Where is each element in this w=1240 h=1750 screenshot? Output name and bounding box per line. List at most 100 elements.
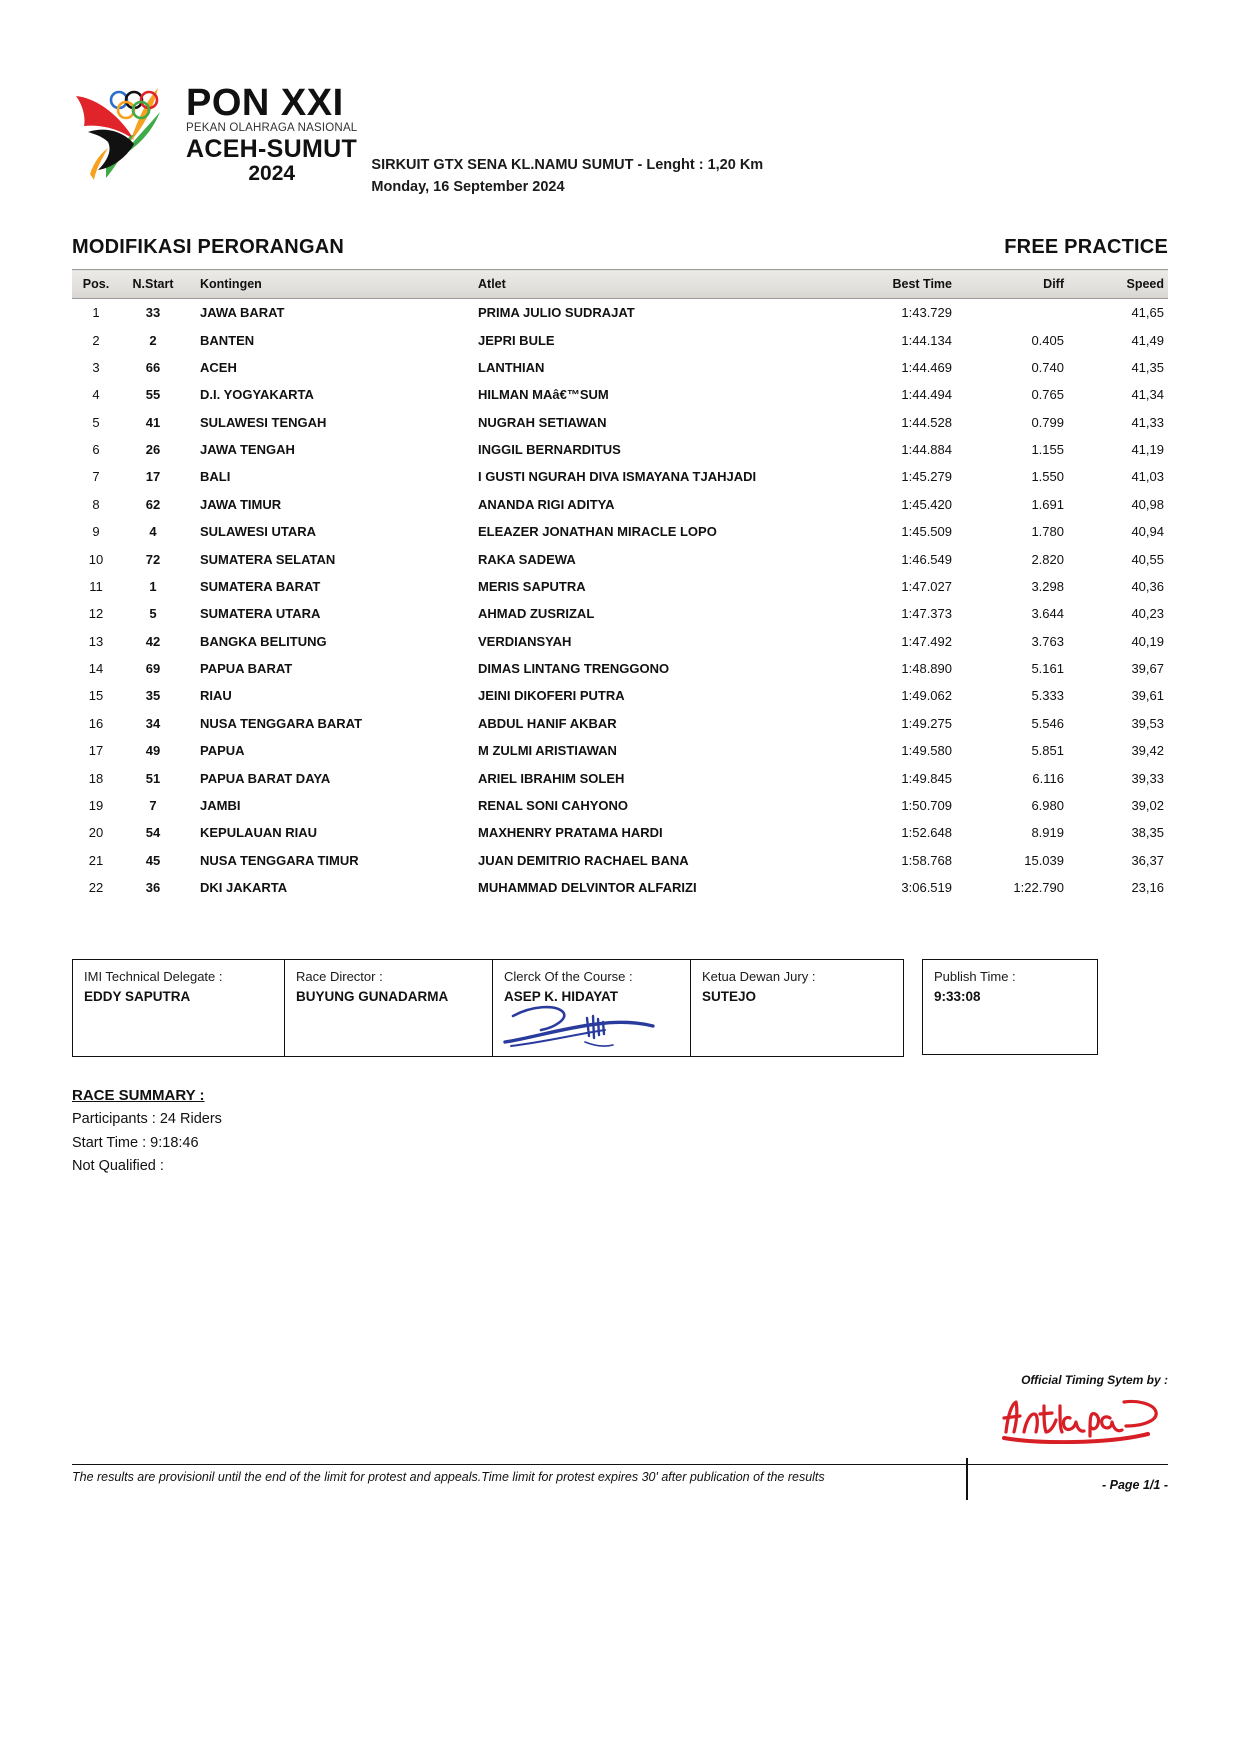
cell-pos: 19	[88, 797, 104, 813]
jury-chairman-label: Ketua Dewan Jury :	[702, 969, 816, 985]
table-row: 3 66 ACEH LANTHIAN 1:44.469 0.740 41,35	[72, 354, 1168, 381]
cell-nstart: 2	[149, 332, 157, 348]
cell-diff: 3.644	[1031, 606, 1064, 622]
cell-nstart: 34	[145, 715, 161, 731]
cell-kontingen: NUSA TENGGARA BARAT	[200, 715, 363, 731]
cell-diff: 5.851	[1031, 743, 1064, 759]
table-row: 16 34 NUSA TENGGARA BARAT ABDUL HANIF AKBAR…	[72, 710, 1168, 737]
race-summary-participants: Participants : 24 Riders	[72, 1111, 222, 1128]
column-header-atlet: Atlet	[468, 269, 842, 299]
pon-wordmark: PON XXI PEKAN OLAHRAGA NASIONAL ACEH-SUM…	[186, 78, 357, 184]
cell-speed: 40,19	[1131, 633, 1164, 649]
footer-disclaimer: The results are provisionil until the en…	[72, 1470, 825, 1484]
logo-region: ACEH-SUMUT	[186, 134, 358, 163]
cell-kontingen: PAPUA BARAT DAYA	[200, 770, 331, 786]
official-race-director: Race Director : BUYUNG GUNADARMA	[285, 960, 493, 1057]
table-row: 6 26 JAWA TENGAH INGGIL BERNARDITUS 1:44.884…	[72, 436, 1168, 463]
cell-best-time: 1:44.469	[901, 359, 952, 375]
cell-nstart: 26	[145, 442, 161, 458]
cell-speed: 39,61	[1131, 688, 1164, 704]
cell-kontingen: PAPUA BARAT	[200, 661, 293, 677]
event-date: Monday, 16 September 2024	[371, 179, 565, 196]
cell-kontingen: JAWA BARAT	[200, 305, 285, 321]
footer-page-number: - Page 1/1 -	[1102, 1478, 1168, 1492]
race-director-label: Race Director :	[296, 969, 383, 985]
cell-speed: 41,19	[1131, 442, 1164, 458]
table-row: 19 7 JAMBI RENAL SONI CAHYONO 1:50.709 6.980 3…	[72, 792, 1168, 819]
cell-speed: 39,67	[1131, 661, 1164, 677]
cell-diff: 5.333	[1031, 688, 1064, 704]
cell-best-time: 1:44.884	[901, 442, 952, 458]
hatlaps-logo-icon	[1002, 1399, 1158, 1444]
cell-diff: 5.546	[1031, 715, 1064, 731]
cell-atlet: JUAN DEMITRIO RACHAEL BANA	[478, 852, 689, 868]
cell-nstart: 54	[145, 825, 161, 841]
official-technical-delegate: IMI Technical Delegate : EDDY SAPUTRA	[73, 960, 285, 1057]
cell-nstart: 42	[145, 633, 161, 649]
cell-pos: 2	[92, 332, 100, 348]
cell-speed: 40,94	[1131, 524, 1164, 540]
cell-speed: 41,33	[1131, 414, 1164, 430]
jury-chairman-name: SUTEJO	[702, 989, 757, 1005]
cell-best-time: 1:47.492	[901, 633, 952, 649]
cell-nstart: 45	[145, 852, 161, 868]
cell-atlet: DIMAS LINTANG TRENGGONO	[478, 661, 670, 677]
cell-atlet: MERIS SAPUTRA	[478, 578, 586, 594]
cell-speed: 41,34	[1131, 387, 1164, 403]
cell-atlet: AHMAD ZUSRIZAL	[478, 606, 595, 622]
cell-diff: 5.161	[1031, 661, 1064, 677]
publish-time-value: 9:33:08	[934, 989, 981, 1005]
technical-delegate-name: EDDY SAPUTRA	[84, 989, 191, 1005]
cell-pos: 5	[92, 414, 100, 430]
cell-speed: 39,42	[1131, 743, 1164, 759]
cell-nstart: 72	[145, 551, 161, 567]
technical-delegate-label: IMI Technical Delegate :	[84, 969, 223, 985]
cell-speed: 39,53	[1131, 715, 1164, 731]
cell-diff: 8.919	[1031, 825, 1064, 841]
cell-kontingen: SULAWESI UTARA	[200, 524, 317, 540]
cell-kontingen: ACEH	[200, 359, 237, 375]
pon-logo: PON XXI PEKAN OLAHRAGA NASIONAL ACEH-SUM…	[72, 78, 357, 186]
cell-nstart: 33	[145, 305, 161, 321]
cell-speed: 40,36	[1131, 578, 1164, 594]
clerk-of-course-name: ASEP K. HIDAYAT	[504, 989, 619, 1005]
cell-atlet: ELEAZER JONATHAN MIRACLE LOPO	[478, 524, 717, 540]
cell-pos: 22	[88, 880, 104, 896]
footer-divider	[72, 1464, 1168, 1465]
cell-diff: 1:22.790	[1013, 880, 1064, 896]
cell-speed: 39,33	[1131, 770, 1164, 786]
table-row: 14 69 PAPUA BARAT DIMAS LINTANG TRENGGONO 1:…	[72, 655, 1168, 682]
race-class-title: MODIFIKASI PERORANGAN	[72, 236, 344, 258]
pon-emblem-icon	[72, 78, 184, 186]
cell-best-time: 1:49.275	[901, 715, 952, 731]
race-summary-title: RACE SUMMARY :	[72, 1087, 205, 1105]
cell-best-time: 1:45.420	[901, 496, 952, 512]
cell-best-time: 1:52.648	[901, 825, 952, 841]
cell-best-time: 1:44.134	[901, 332, 952, 348]
cell-pos: 3	[92, 359, 100, 375]
cell-pos: 17	[88, 743, 104, 759]
cell-diff: 1.691	[1031, 496, 1064, 512]
cell-nstart: 55	[145, 387, 161, 403]
cell-diff: 6.116	[1032, 770, 1064, 786]
race-director-name: BUYUNG GUNADARMA	[296, 989, 449, 1005]
cell-kontingen: JAWA TENGAH	[200, 442, 295, 458]
logo-year: 2024	[248, 161, 296, 185]
cell-atlet: MAXHENRY PRATAMA HARDI	[478, 825, 663, 841]
cell-diff: 6.980	[1031, 797, 1064, 813]
cell-speed: 40,55	[1131, 551, 1164, 567]
cell-pos: 9	[92, 524, 100, 540]
cell-speed: 40,98	[1131, 496, 1164, 512]
cell-best-time: 1:44.494	[901, 387, 952, 403]
cell-atlet: VERDIANSYAH	[478, 633, 572, 649]
cell-kontingen: PAPUA	[200, 743, 245, 759]
session-name: FREE PRACTICE	[1004, 236, 1168, 258]
cell-atlet: M ZULMI ARISTIAWAN	[478, 743, 617, 759]
cell-pos: 20	[88, 825, 104, 841]
cell-atlet: JEINI DIKOFERI PUTRA	[478, 688, 625, 704]
officials-box: IMI Technical Delegate : EDDY SAPUTRA Ra…	[72, 959, 904, 1058]
cell-best-time: 1:58.768	[901, 852, 952, 868]
column-header-nstart: N.Start	[120, 269, 186, 299]
table-row: 12 5 SUMATERA UTARA AHMAD ZUSRIZAL 1:47.373 3…	[72, 600, 1168, 627]
